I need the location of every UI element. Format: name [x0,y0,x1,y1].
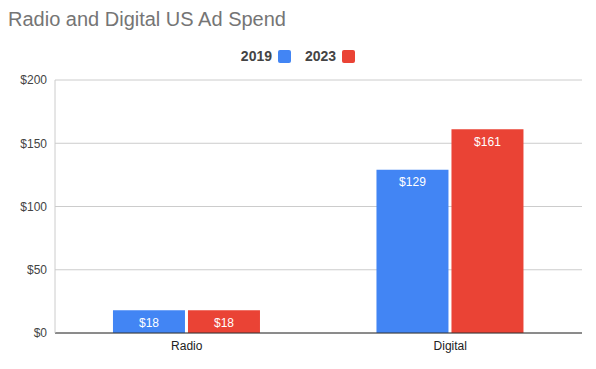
svg-text:$150: $150 [20,137,47,151]
html-text:Radio and Digital US Ad Spend: Radio and Digital US Ad Spend [8,8,286,30]
html-text:2019: 2019 [240,48,272,64]
svg-text:$50: $50 [27,263,47,277]
svg-text:$18: $18 [139,316,159,330]
svg-text:Radio: Radio [171,339,203,353]
html-text:2023: 2023 [305,48,337,64]
svg-text:$200: $200 [20,73,47,87]
svg-text:Digital: Digital [434,339,467,353]
svg-text:$129: $129 [399,175,426,189]
svg-text:$0: $0 [34,326,48,340]
svg-text:$161: $161 [474,135,501,149]
svg-text:$100: $100 [20,200,47,214]
svg-text:$18: $18 [214,316,234,330]
